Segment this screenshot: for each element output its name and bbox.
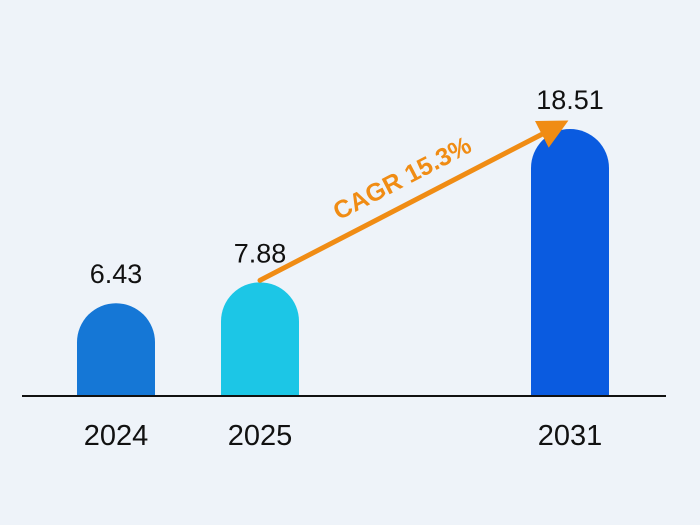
cagr-annotation: CAGR 15.3%: [257, 120, 569, 283]
value-label-2031: 18.51: [536, 85, 604, 115]
bar-2025: [221, 282, 299, 396]
bar-2024: [77, 303, 155, 396]
bar-2031: [531, 129, 609, 396]
value-label-2025: 7.88: [234, 238, 287, 268]
cagr-arrow: [257, 120, 569, 283]
bars-layer: [77, 129, 609, 396]
category-label-2024: 2024: [84, 420, 149, 452]
category-label-2031: 2031: [538, 420, 603, 452]
labels-layer: 6.43 2024 7.88 2025 18.51 2031: [84, 85, 604, 452]
value-label-2024: 6.43: [90, 259, 143, 289]
category-label-2025: 2025: [228, 420, 293, 452]
